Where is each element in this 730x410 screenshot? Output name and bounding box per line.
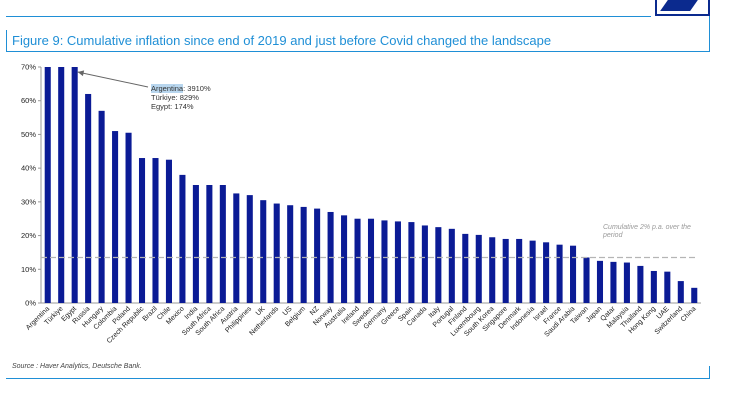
bar (98, 110, 105, 303)
callout-arrow-head-icon (77, 70, 85, 77)
bar (71, 67, 78, 303)
callout-line-2: Türkiye: 829% (151, 93, 199, 102)
bar (677, 281, 684, 303)
bar (637, 265, 644, 303)
source-note: Source : Haver Analytics, Deutsche Bank. (12, 363, 142, 370)
bar (556, 244, 563, 303)
bar (610, 261, 617, 303)
callout-line-1: Argentina: 3910% (151, 84, 211, 93)
bar (394, 221, 401, 303)
bar (543, 242, 550, 303)
bar (206, 185, 213, 303)
x-tick-label: Brazil (142, 305, 160, 323)
bar (462, 233, 469, 303)
footer-right-tick (709, 366, 710, 378)
bar (233, 193, 240, 303)
bar (58, 67, 65, 303)
bar (138, 158, 146, 303)
bar (650, 270, 657, 303)
bar (502, 238, 509, 303)
callout-argentina-name: Argentina (151, 84, 184, 93)
bar (300, 206, 307, 303)
x-tick-label: China (680, 305, 698, 323)
bar (273, 203, 280, 303)
bar (354, 218, 361, 303)
title-underline (6, 51, 710, 52)
callout-argentina-value: : 3910% (183, 84, 211, 93)
y-tick-label: 20% (21, 231, 36, 240)
callout-arrow-line (77, 71, 149, 88)
y-tick-label: 10% (21, 265, 36, 274)
title-left-rule (6, 30, 7, 52)
bar (287, 205, 294, 303)
bar (475, 234, 482, 303)
y-tick-label: 60% (21, 96, 36, 105)
bar (435, 227, 442, 303)
reference-label-line-2: period (603, 232, 623, 239)
figure-title: Figure 9: Cumulative inflation since end… (12, 33, 552, 48)
bar (219, 185, 226, 303)
title-right-rule (709, 16, 710, 52)
bar (448, 228, 455, 303)
bar (623, 262, 630, 303)
bar (516, 238, 523, 303)
bar (192, 185, 199, 303)
bar (570, 245, 577, 303)
bar (112, 131, 119, 303)
footer-rule (6, 378, 710, 379)
bar (341, 215, 348, 303)
callout-line-3: Egypt: 174% (151, 102, 194, 111)
bar (44, 67, 51, 303)
bar (367, 218, 375, 303)
reference-label-line-1: Cumulative 2% p.a. over the (603, 224, 691, 231)
bar (664, 271, 671, 303)
bar (165, 159, 172, 303)
y-tick-label: 30% (21, 197, 36, 206)
bar (583, 257, 590, 303)
y-tick-label: 40% (21, 164, 36, 173)
y-tick-label: 50% (21, 130, 36, 139)
bar (314, 208, 321, 303)
bar (85, 93, 92, 303)
bar (489, 237, 496, 303)
y-tick-label: 70% (21, 63, 36, 72)
bar (260, 200, 267, 303)
bar (421, 225, 428, 303)
y-tick-label: 0% (25, 299, 36, 308)
bar (381, 220, 388, 303)
x-tick-label: Japan (585, 305, 604, 324)
bar (529, 240, 536, 303)
bar-chart: 0%10%20%30%40%50%60%70%ArgentinaTürkiyeE… (21, 63, 701, 345)
bar (152, 158, 159, 303)
bar (596, 260, 604, 303)
bar (246, 195, 253, 303)
bar (179, 174, 186, 303)
bar (125, 132, 132, 303)
top-rule (6, 16, 651, 17)
bar (408, 222, 415, 303)
bar (691, 287, 698, 303)
